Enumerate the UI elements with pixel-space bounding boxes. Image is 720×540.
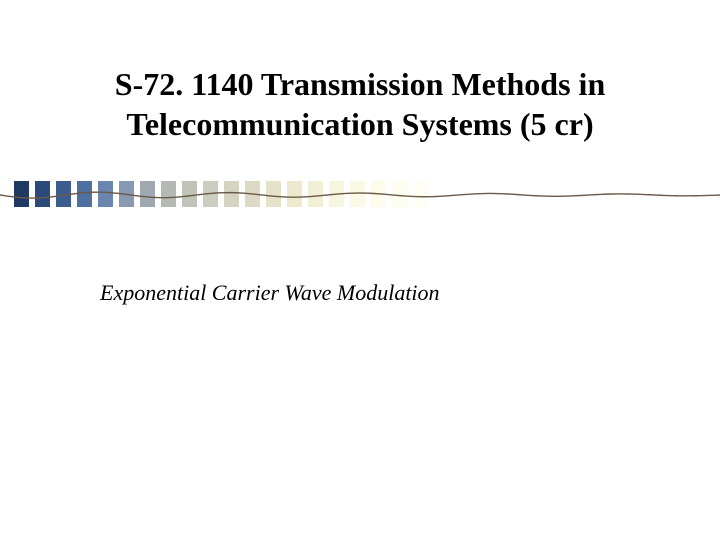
divider-graphic (0, 176, 720, 212)
slide-title: S-72. 1140 Transmission Methods in Telec… (70, 64, 650, 144)
slide-subtitle: Exponential Carrier Wave Modulation (100, 280, 440, 306)
decorative-divider (0, 176, 720, 212)
title-line-2: Telecommunication Systems (5 cr) (70, 104, 650, 144)
title-line-1: S-72. 1140 Transmission Methods in (70, 64, 650, 104)
slide: S-72. 1140 Transmission Methods in Telec… (0, 0, 720, 540)
